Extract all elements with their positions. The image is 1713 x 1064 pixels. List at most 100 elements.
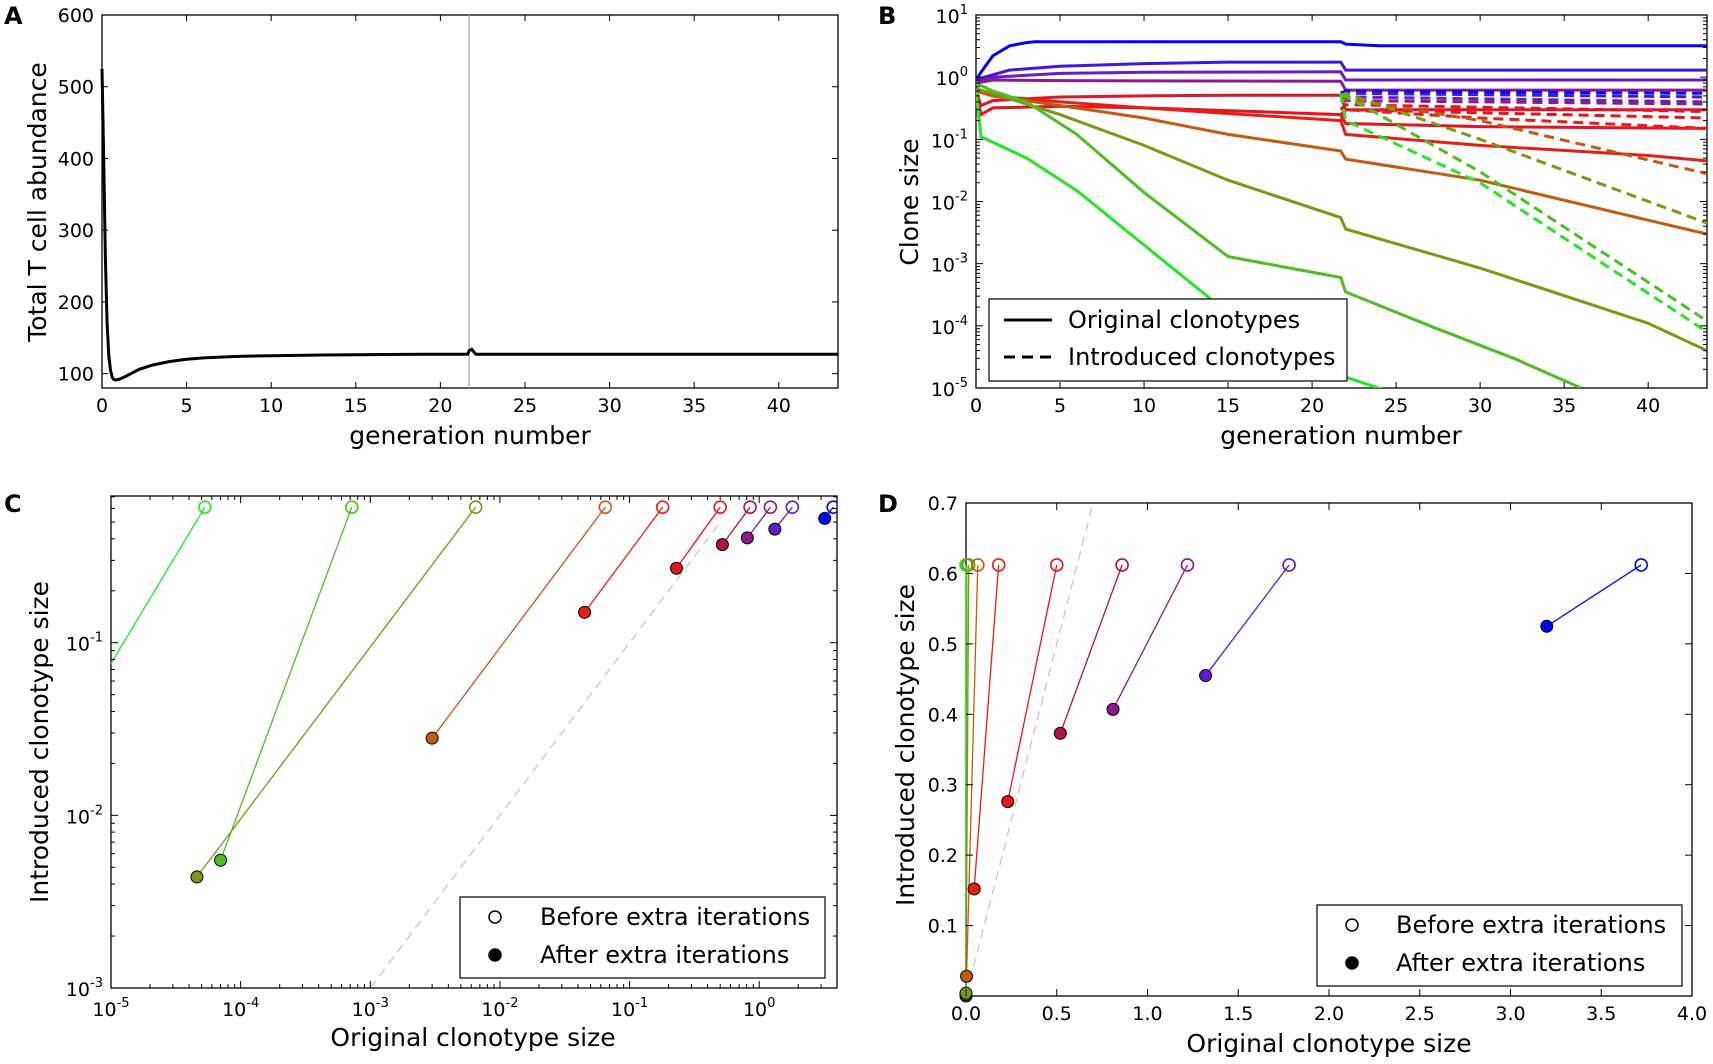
y-tick-label: 300 xyxy=(58,220,94,242)
pair-connector xyxy=(721,506,751,546)
before-marker xyxy=(1282,558,1296,572)
panel-d-legend: Before extra iterations After extra iter… xyxy=(1316,904,1683,987)
x-tick-label: 3.0 xyxy=(1495,1003,1525,1025)
y-tick-label: 10-5 xyxy=(931,376,968,401)
x-tick-label: 5 xyxy=(181,395,193,417)
x-tick-label: 10-1 xyxy=(611,996,648,1021)
legend-filled-marker xyxy=(1345,956,1359,970)
original-clone-line xyxy=(976,78,1707,92)
y-tick-label: 400 xyxy=(58,148,94,170)
after-marker xyxy=(715,538,729,552)
legend-original: Original clonotypes xyxy=(1068,306,1300,334)
y-tick-label: 10-2 xyxy=(66,803,103,828)
y-tick-label: 100 xyxy=(936,65,968,90)
pair-connector xyxy=(965,564,979,977)
panel-b: B 0 5 10 15 20 25 30 35 40 10-5 10-4 10-3 10-2 10-1 10… xyxy=(878,2,1708,450)
y-tick-label: 10-2 xyxy=(931,190,968,215)
legend-filled-marker xyxy=(488,948,502,962)
introduced-clone-line xyxy=(1340,89,1707,95)
identity-diagonal xyxy=(369,521,721,988)
original-clone-line xyxy=(976,60,1707,82)
x-tick-label: 20 xyxy=(1300,395,1324,417)
y-tick-label: 0.3 xyxy=(928,775,958,797)
introduced-clone-line xyxy=(1339,93,1707,334)
pair-connector xyxy=(196,506,477,878)
original-clone-line xyxy=(976,87,1707,352)
before-marker xyxy=(991,558,1006,572)
y-tick-label: 200 xyxy=(58,292,94,314)
before-marker xyxy=(1115,558,1129,572)
pair-connector xyxy=(219,506,353,861)
x-tick-label: 40 xyxy=(767,395,791,417)
pair-connector xyxy=(431,506,606,739)
legend-before: Before extra iterations xyxy=(540,903,810,931)
series-line xyxy=(100,68,838,382)
x-tick-label: 35 xyxy=(682,395,706,417)
x-tick-label: 25 xyxy=(1384,395,1408,417)
x-tick-label: 30 xyxy=(1468,395,1492,417)
x-tick-label: 15 xyxy=(344,395,368,417)
x-tick-label: 10-3 xyxy=(352,996,389,1021)
before-marker xyxy=(713,500,727,514)
x-tick-label: 0.0 xyxy=(951,1003,981,1025)
x-tick-label: 4.0 xyxy=(1677,1003,1707,1025)
y-tick-label: 101 xyxy=(936,3,968,28)
panel-d-ylabel: Introduced clonotype size xyxy=(891,584,920,906)
panel-d: D 0.0 0.5 1.0 1.5 2.0 2.5 3.0 3.5 4.0 0.1 0.2 0.3 0.… xyxy=(878,490,1707,1058)
before-marker xyxy=(970,558,985,572)
panel-a-xlabel: generation number xyxy=(349,421,591,450)
after-marker xyxy=(1199,669,1213,683)
panel-b-legend: Original clonotypes Introduced clonotype… xyxy=(988,298,1348,382)
x-tick-label: 20 xyxy=(428,395,452,417)
original-clone-line xyxy=(976,89,1707,163)
before-marker xyxy=(1049,558,1064,572)
after-marker xyxy=(967,882,981,896)
pair-connector xyxy=(973,564,1000,889)
y-tick-label: 500 xyxy=(58,77,94,99)
original-clone-line xyxy=(976,40,1707,81)
legend-after: After extra iterations xyxy=(1396,949,1645,977)
y-tick-label: 600 xyxy=(58,5,94,27)
x-tick-label: 10-2 xyxy=(481,996,518,1021)
legend-before: Before extra iterations xyxy=(1396,911,1666,939)
before-marker xyxy=(1634,558,1648,572)
panel-c: C 10-5 10-4 10-3 10-2 10-1 100 10-3 10-2 10-1 Be… xyxy=(4,490,838,1052)
y-tick-label: 0.5 xyxy=(928,634,958,656)
panel-c-ylabel: Introduced clonotype size xyxy=(25,581,54,903)
x-tick-label: 10 xyxy=(259,395,283,417)
pair-connector xyxy=(965,564,970,994)
panel-a: A 0 5 10 15 20 25 30 35 40 100 200 300 400 500 600 gen… xyxy=(4,2,839,450)
pair-connector xyxy=(1007,564,1058,802)
x-tick-label: 0 xyxy=(96,395,108,417)
introduced-clone-line xyxy=(1339,103,1707,113)
y-tick-label: 100 xyxy=(58,364,94,386)
after-marker xyxy=(190,870,204,884)
panel-c-legend-box xyxy=(459,896,826,979)
pair-connector xyxy=(1205,564,1290,676)
after-marker xyxy=(960,969,974,983)
before-marker xyxy=(198,500,212,514)
before-marker xyxy=(961,558,976,572)
x-tick-label: 35 xyxy=(1552,395,1576,417)
panel-label-d: D xyxy=(878,490,898,518)
x-tick-label: 40 xyxy=(1636,395,1660,417)
x-tick-label: 5 xyxy=(1054,395,1066,417)
x-tick-label: 10-5 xyxy=(92,996,129,1021)
x-tick-label: 15 xyxy=(1216,395,1240,417)
y-tick-label: 10-4 xyxy=(931,314,968,339)
panel-b-legend-box xyxy=(988,298,1348,382)
pair-connector xyxy=(675,506,721,569)
before-marker xyxy=(598,500,613,514)
y-tick-label: 0.1 xyxy=(928,916,958,938)
x-tick-label: 100 xyxy=(743,996,775,1021)
panel-d-legend-box xyxy=(1316,904,1683,987)
x-tick-label: 2.5 xyxy=(1405,1003,1435,1025)
identity-diagonal xyxy=(965,502,1094,997)
panel-d-xlabel: Original clonotype size xyxy=(1186,1029,1471,1058)
pair-connector xyxy=(111,506,206,665)
after-marker xyxy=(1001,795,1015,809)
panel-a-frame xyxy=(101,14,839,389)
y-tick-label: 0.2 xyxy=(928,845,958,867)
after-marker xyxy=(740,531,754,545)
